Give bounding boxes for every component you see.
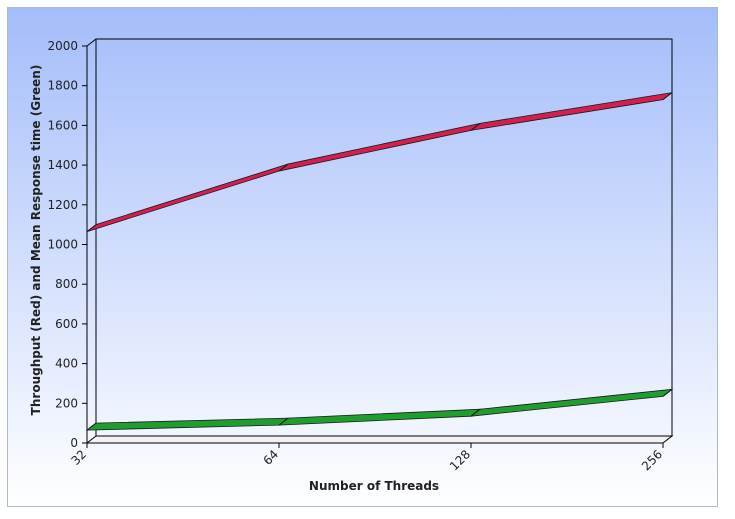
- y-tick-label: 600: [55, 317, 78, 331]
- y-tick-label: 1000: [47, 238, 78, 252]
- y-tick-label: 2000: [47, 39, 78, 53]
- series-1-line: [86, 92, 673, 232]
- series-2-point: [470, 408, 481, 417]
- chart-background: [8, 8, 717, 506]
- y-tick-label: 400: [55, 357, 78, 371]
- series-2-point: [662, 388, 673, 397]
- y-tick-label: 0: [70, 436, 78, 450]
- y-axis-title: Throughput (Red) and Mean Response time …: [29, 65, 43, 416]
- y-tick-label: 1400: [47, 158, 78, 172]
- y-axis-depth-top: [86, 38, 97, 47]
- y-tick-label: 200: [55, 396, 78, 410]
- series-1-point: [662, 92, 673, 100]
- series-2-line: [85, 388, 674, 431]
- series-2-point: [278, 417, 289, 426]
- plot-floor: [85, 435, 674, 444]
- y-tick-label: 1800: [47, 79, 78, 93]
- y-tick-label: 1600: [47, 118, 78, 132]
- series-2-point: [86, 422, 97, 431]
- y-tick-label: 800: [55, 277, 78, 291]
- series-1-point: [86, 224, 97, 232]
- series-1-point: [278, 163, 289, 172]
- chart-frame: 0 200 400 600 800 1000 1200 1400 1600 1800 2000 32…: [7, 7, 718, 507]
- y-tick-label: 1200: [47, 198, 78, 212]
- series-1-point: [470, 122, 481, 131]
- x-axis-title: Number of Threads: [309, 479, 439, 493]
